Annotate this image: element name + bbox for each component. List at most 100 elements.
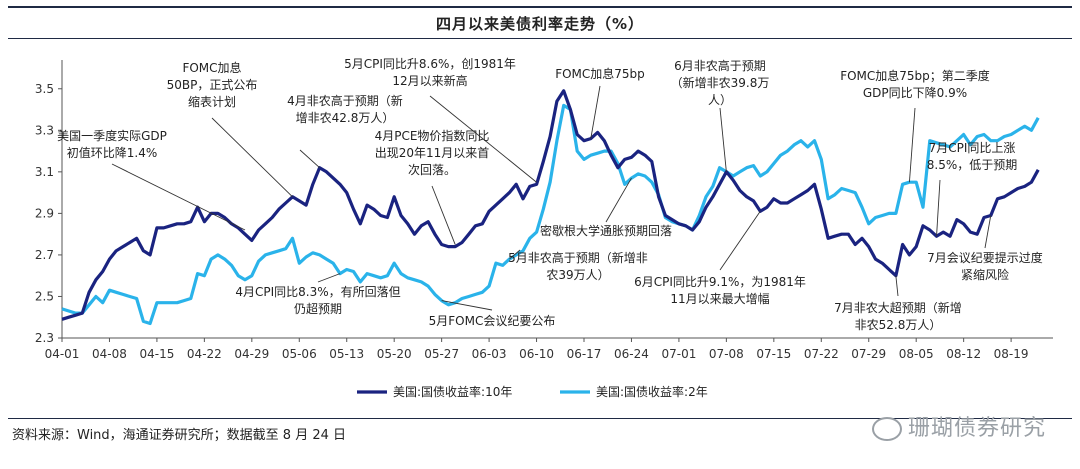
- annotation-line: 初值环比降1.4%: [67, 145, 158, 160]
- annotation-line: 人）: [708, 93, 732, 107]
- annotation-line: 6月CPI同比升9.1%，为1981年: [634, 275, 806, 289]
- y-tick-label: 2.3: [35, 331, 54, 345]
- x-tick-label: 07-15: [756, 347, 791, 361]
- x-tick-label: 06-24: [614, 347, 649, 361]
- x-tick-label: 04-08: [92, 347, 127, 361]
- annotation-line: 农39万人）: [546, 268, 609, 282]
- annotation-line: 11月以来最大增幅: [670, 291, 769, 306]
- annotation-line: 缩表计划: [188, 94, 236, 109]
- annotation-line: 美国一季度实际GDP: [57, 128, 167, 143]
- annotation-leader: [719, 211, 761, 271]
- annotations: 美国一季度实际GDP 初值环比降1.4% FOMC加息 50BP，正式公布缩表计划 4月…: [57, 57, 1043, 332]
- annotation-line: FOMC加息: [182, 60, 241, 75]
- annotation-line: 4月非农高于预期（新: [287, 93, 403, 108]
- annotation-leader: [590, 85, 601, 139]
- title-bar: 四月以来美债利率走势（%）: [8, 6, 1072, 39]
- series-line-10y: [61, 89, 1040, 321]
- x-tick-label: 04-29: [234, 347, 269, 361]
- x-tick-label: 07-29: [851, 347, 886, 361]
- y-tick-label: 2.5: [35, 289, 54, 303]
- wechat-icon: [871, 417, 902, 441]
- x-tick-label: 07-22: [804, 347, 839, 361]
- annotation-leader: [317, 273, 341, 283]
- annotation-label: 6月CPI同比升9.1%，为1981年 11月以来最大增幅: [634, 275, 806, 306]
- x-tick-label: 08-19: [994, 347, 1029, 361]
- y-tick-label: 3.3: [35, 123, 54, 137]
- annotation-label: FOMC加息75bp: [555, 66, 645, 81]
- annotation-label: 5月CPI同比升8.6%，创1981年 12月以来新高: [344, 57, 516, 88]
- annotation-line: GDP同比下降0.9%: [863, 86, 967, 100]
- watermark-text: 珊瑚债券研究: [907, 416, 1046, 441]
- annotation-line: FOMC加息75bp: [555, 66, 645, 81]
- annotation-leader: [984, 215, 992, 249]
- annotation-leader: [429, 95, 537, 183]
- annotation-line: 非农52.8万人）: [855, 318, 942, 332]
- annotation-leader: [509, 249, 521, 260]
- annotation-line: 7月非农大超预期（新增: [834, 300, 962, 315]
- annotation-line: 6月非农高于预期: [674, 58, 766, 73]
- x-tick-label: 06-10: [519, 347, 554, 361]
- x-tick-label: 05-06: [282, 347, 317, 361]
- annotation-label: FOMC加息 50BP，正式公布缩表计划: [167, 60, 258, 109]
- annotation-line: 增非农42.8万人）: [296, 111, 395, 125]
- y-tick-label: 3.1: [35, 165, 54, 179]
- annotation-line: 5月FOMC会议纪要公布: [429, 314, 556, 328]
- source-note: 资料来源：Wind，海通证券研究所；数据截至 8 月 24 日: [12, 428, 347, 443]
- y-tick-label: 2.7: [35, 248, 54, 262]
- annotation-leader: [299, 149, 320, 169]
- annotation-line: 密歇根大学通胀预期回落: [540, 223, 672, 238]
- x-tick-label: 04-01: [45, 347, 80, 361]
- annotation-line: 5月CPI同比升8.6%，创1981年: [344, 57, 516, 71]
- x-tick-label: 05-20: [377, 347, 412, 361]
- x-tick-label: 07-08: [709, 347, 744, 361]
- annotation-label: 7月CPI同比上涨 8.5%，低于预期: [927, 140, 1018, 172]
- annotation-line: 50BP，正式公布: [167, 78, 258, 92]
- annotation-label: 4月CPI同比8.3%，有所回落但仍超预期: [235, 285, 400, 316]
- x-tick-label: 08-12: [946, 347, 981, 361]
- legend-entry-1: 美国:国债收益率:2年: [596, 384, 708, 399]
- annotation-line: FOMC加息75bp；第二季度: [840, 68, 990, 83]
- x-tick-label: 07-01: [661, 347, 696, 361]
- annotation-line: 4月PCE物价指数同比: [375, 128, 490, 143]
- x-tick-label: 04-22: [187, 347, 222, 361]
- watermark: 珊瑚债券研究: [871, 410, 1046, 442]
- annotation-line: 12月以来新高: [392, 73, 467, 88]
- x-tick-label: 04-15: [139, 347, 174, 361]
- annotation-line: 仍超预期: [294, 301, 342, 316]
- annotation-label: 4月PCE物价指数同比出现20年11月以来首次回落。: [375, 128, 490, 177]
- series-line-2y: [61, 103, 1040, 326]
- x-tick-label: 08-05: [899, 347, 934, 361]
- y-tick-label: 3.5: [35, 82, 54, 96]
- annotation-line: 7月会议纪要提示过度: [927, 250, 1043, 265]
- annotation-leader: [211, 117, 293, 198]
- annotation-line: 紧缩风险: [961, 267, 1009, 282]
- chart-title: 四月以来美债利率走势（%）: [435, 15, 645, 33]
- annotation-label: 密歇根大学通胀预期回落: [540, 223, 672, 238]
- annotation-line: 出现20年11月以来首: [375, 146, 490, 160]
- legend: 美国:国债收益率:10年 美国:国债收益率:2年: [357, 384, 708, 399]
- annotation-label: FOMC加息75bp；第二季度 GDP同比下降0.9%: [840, 68, 990, 100]
- x-tick-label: 06-03: [472, 347, 507, 361]
- annotation-leader: [936, 179, 941, 237]
- annotation-label: 4月非农高于预期（新增非农42.8万人）: [287, 93, 403, 125]
- annotation-label: 美国一季度实际GDP 初值环比降1.4%: [57, 128, 167, 160]
- x-axis: 04-01 04-08 04-15 04-22 04-29 05-06 05-13 05-20…: [45, 60, 1053, 361]
- annotation-line: 8.5%，低于预期: [927, 158, 1018, 172]
- annotation-label: 7月会议纪要提示过度紧缩风险: [927, 250, 1043, 282]
- annotation-leader: [605, 177, 632, 223]
- x-tick-label: 05-13: [329, 347, 364, 361]
- legend-entry-0: 美国:国债收益率:10年: [393, 384, 512, 399]
- annotation-label: 7月非农大超预期（新增非农52.8万人）: [834, 300, 962, 332]
- annotation-leader: [895, 275, 899, 297]
- annotation-line: 7月CPI同比上涨: [929, 140, 1016, 155]
- annotation-leader: [431, 185, 456, 245]
- annotation-leader: [908, 107, 916, 183]
- annotation-label: 5月FOMC会议纪要公布: [429, 314, 556, 328]
- annotation-leader: [719, 107, 727, 172]
- annotation-label: 5月非农高于预期（新增非农39万人）: [508, 250, 648, 282]
- annotation-line: 5月非农高于预期（新增非: [508, 250, 648, 265]
- x-tick-label: 05-27: [424, 347, 459, 361]
- annotation-line: （新增非农39.8万: [671, 75, 770, 90]
- series-lines: [61, 89, 1040, 326]
